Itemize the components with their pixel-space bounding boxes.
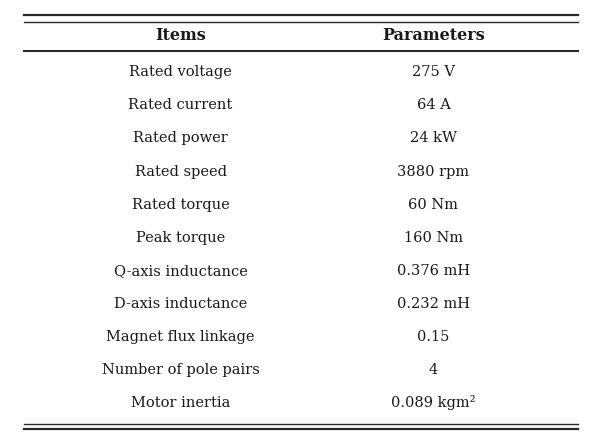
- Text: Rated speed: Rated speed: [135, 164, 226, 178]
- Text: Rated power: Rated power: [133, 131, 228, 146]
- Text: Rated torque: Rated torque: [132, 198, 229, 211]
- Text: 24 kW: 24 kW: [410, 131, 457, 146]
- Text: 0.376 mH: 0.376 mH: [397, 264, 470, 278]
- Text: Magnet flux linkage: Magnet flux linkage: [107, 330, 255, 344]
- Text: Parameters: Parameters: [382, 27, 485, 44]
- Text: Peak torque: Peak torque: [136, 231, 225, 245]
- Text: 275 V: 275 V: [412, 65, 455, 79]
- Text: Rated voltage: Rated voltage: [129, 65, 232, 79]
- Text: Number of pole pairs: Number of pole pairs: [102, 363, 259, 377]
- Text: 64 A: 64 A: [417, 99, 450, 112]
- Text: 3880 rpm: 3880 rpm: [397, 164, 470, 178]
- Text: 0.089 kgm²: 0.089 kgm²: [391, 395, 476, 410]
- Text: Rated current: Rated current: [128, 99, 233, 112]
- Text: 60 Nm: 60 Nm: [408, 198, 459, 211]
- Text: 0.15: 0.15: [417, 330, 450, 344]
- Text: 0.232 mH: 0.232 mH: [397, 297, 470, 311]
- Text: Motor inertia: Motor inertia: [131, 396, 231, 410]
- Text: Items: Items: [155, 27, 206, 44]
- Text: D-axis inductance: D-axis inductance: [114, 297, 247, 311]
- Text: 4: 4: [429, 363, 438, 377]
- Text: 160 Nm: 160 Nm: [404, 231, 463, 245]
- Text: Q-axis inductance: Q-axis inductance: [114, 264, 247, 278]
